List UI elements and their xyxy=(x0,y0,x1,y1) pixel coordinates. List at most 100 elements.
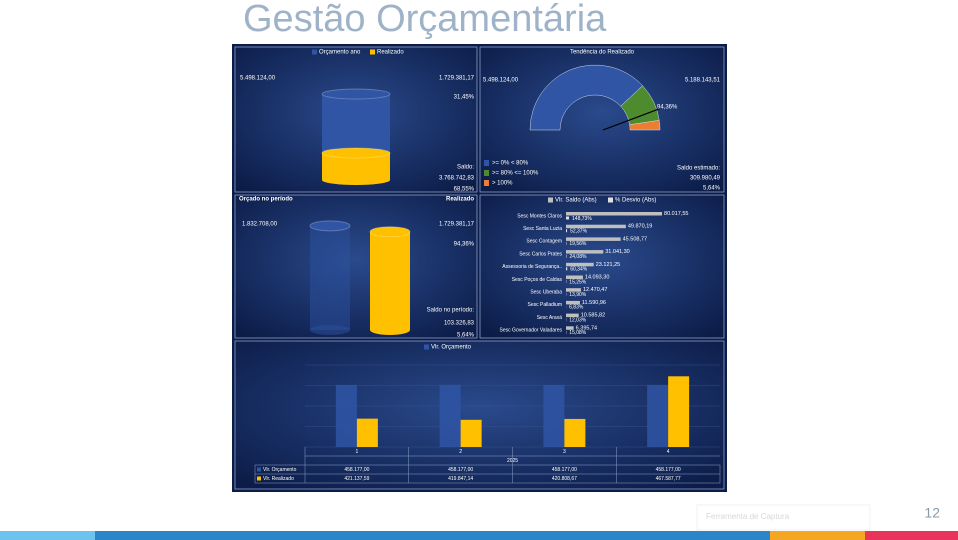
label: Realizado xyxy=(377,50,404,56)
label: 31,45% xyxy=(454,95,475,101)
label: >= 0% < 80% xyxy=(492,161,529,167)
label: 309.980,49 xyxy=(690,176,721,182)
label: Saldo estimado: xyxy=(677,166,720,172)
panel xyxy=(479,194,725,339)
label: Sesc Santa Luzia xyxy=(523,226,562,232)
label: 24,08% xyxy=(569,254,587,260)
label: 15,25% xyxy=(569,279,587,285)
label: 1.832.708,00 xyxy=(242,222,278,228)
label: >= 80% <= 100% xyxy=(492,171,539,177)
label: Vlr. Realizado xyxy=(263,476,294,482)
label: 419.847,14 xyxy=(448,476,473,482)
bar xyxy=(439,384,461,447)
bar xyxy=(668,376,690,447)
label: 6.395,74 xyxy=(576,325,597,331)
bar xyxy=(566,262,594,267)
cylinder-base xyxy=(322,175,390,185)
label: 5.188.143,51 xyxy=(685,78,721,84)
label: 60,34% xyxy=(570,267,588,273)
capture-box xyxy=(696,504,871,531)
label: Assessoria de Segurança.. xyxy=(502,264,562,270)
bar xyxy=(335,384,357,447)
bar xyxy=(566,237,621,241)
label: Sesc Governador Valadares xyxy=(500,328,563,334)
label: Sesc Palladium xyxy=(528,302,562,308)
bar xyxy=(566,275,583,279)
bar xyxy=(566,224,626,229)
legend-swatch xyxy=(257,467,261,472)
label: 52,37% xyxy=(570,229,588,235)
label: 31.041,30 xyxy=(605,249,629,255)
label: 94,36% xyxy=(657,105,678,111)
bar xyxy=(566,212,663,216)
cylinder-base xyxy=(370,325,410,335)
legend-swatch xyxy=(257,476,261,481)
footer-bar xyxy=(865,531,958,540)
label: 420.808,67 xyxy=(552,476,577,482)
label: 14.093,30 xyxy=(585,274,609,280)
slide-title: Gestão Orçamentária xyxy=(243,0,607,40)
legend-swatch xyxy=(424,344,429,350)
bar xyxy=(460,419,482,447)
bar xyxy=(566,267,568,271)
gauge-band xyxy=(529,64,644,131)
label: Saldo: xyxy=(457,165,474,171)
footer-note: Ferramenta de Captura xyxy=(706,512,790,521)
label: Vlr. Orçamento xyxy=(263,467,297,473)
label: 421.137,59 xyxy=(344,476,369,482)
label: 11.590,96 xyxy=(582,300,606,306)
label: 3 xyxy=(563,449,566,455)
gauge-needle xyxy=(602,108,660,131)
label: 458.177,00 xyxy=(448,467,473,473)
bar xyxy=(566,313,579,318)
cylinder-top xyxy=(321,147,391,159)
bar xyxy=(566,288,581,292)
label: Sesc Poços de Caldas xyxy=(512,277,563,283)
bar xyxy=(647,384,669,447)
label: 2 xyxy=(459,449,462,455)
label: % Desvio (Abs) xyxy=(615,198,656,204)
bar xyxy=(566,216,570,220)
label: 103.326,83 xyxy=(444,321,475,327)
footer-bar xyxy=(95,531,770,540)
label: 5,64% xyxy=(703,186,721,192)
label: Sesc Montes Claros xyxy=(517,213,562,219)
label: 1.729.381,17 xyxy=(439,76,475,82)
gauge-band xyxy=(629,120,661,131)
label: Saldo no período: xyxy=(427,308,475,314)
bar xyxy=(566,250,604,254)
panel xyxy=(234,194,478,339)
label: 1 xyxy=(355,449,358,455)
bar xyxy=(356,418,378,447)
label: 5.498.124,00 xyxy=(483,78,519,84)
label: 148,73% xyxy=(572,216,592,222)
label: 467.587,77 xyxy=(656,476,681,482)
label: 94,36% xyxy=(454,242,475,248)
footer-bar xyxy=(770,531,865,540)
panel xyxy=(234,340,725,490)
cylinder-top xyxy=(321,88,391,100)
cylinder-body xyxy=(370,231,410,330)
label: 13,90% xyxy=(569,292,587,298)
label: 23.121,25 xyxy=(596,262,620,268)
legend-swatch xyxy=(370,49,375,55)
cylinder-base xyxy=(310,325,350,335)
footer-bar xyxy=(0,531,95,540)
label: 45.508,77 xyxy=(623,236,647,242)
label: Sesc Uberaba xyxy=(530,290,562,296)
label: Realizado xyxy=(446,197,474,203)
label: 19,56% xyxy=(569,241,587,247)
label: Vlr. Saldo (Abs) xyxy=(555,198,597,204)
bar xyxy=(564,418,586,447)
label: 80.017,55 xyxy=(664,211,688,217)
legend-swatch xyxy=(608,197,613,203)
label: Vlr. Orçamento xyxy=(431,345,472,351)
label: 5.498.124,00 xyxy=(240,76,276,82)
cylinder-body xyxy=(310,225,350,330)
label: 458.177,00 xyxy=(344,467,369,473)
label: 1.729.381,17 xyxy=(439,222,475,228)
label: Sesc Contagem xyxy=(526,239,562,245)
label: Orçado no período xyxy=(239,197,293,203)
label: Sesc Carlos Prates xyxy=(519,251,562,257)
